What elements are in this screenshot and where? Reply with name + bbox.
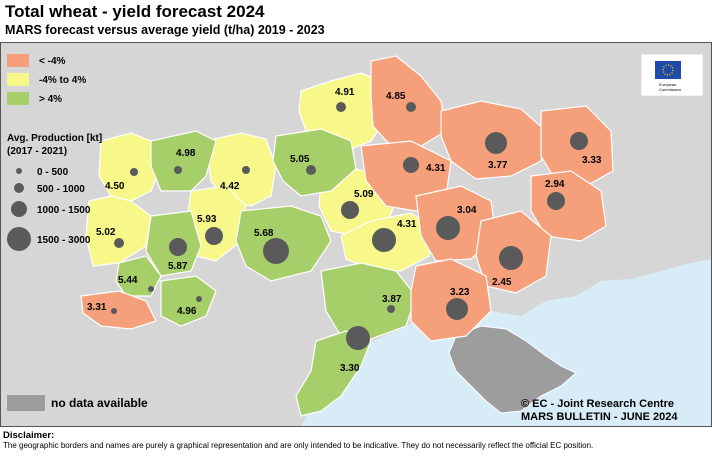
map-title: Total wheat - yield forecast 2024 [5, 2, 265, 21]
credit-line-1: © EC - Joint Research Centre [521, 398, 674, 410]
yield-label: 4.31 [397, 219, 417, 230]
crimea-region [448, 325, 577, 414]
yield-label: 3.23 [450, 287, 470, 298]
disclaimer-heading: Disclaimer: [3, 430, 55, 441]
map-subtitle: MARS forecast versus average yield (t/ha… [5, 23, 325, 37]
production-dot [148, 286, 154, 292]
production-dot [436, 216, 460, 240]
yield-label: 5.09 [354, 189, 374, 200]
legend-dot-label: 0 - 500 [37, 167, 69, 178]
yield-label: 3.30 [340, 363, 360, 374]
yield-label: 2.45 [492, 277, 512, 288]
production-dots [111, 102, 588, 350]
legend-dot-xlarge [7, 227, 31, 251]
ec-logo: European Commission [640, 53, 704, 97]
production-dot [242, 166, 250, 174]
yield-label: 3.04 [457, 205, 477, 216]
eu-flag-icon [655, 61, 681, 79]
legend-classes: < -4% -4% to 4% > 4% [7, 54, 86, 105]
region-chernihiv [370, 55, 447, 147]
eu-stars-icon [662, 64, 674, 76]
logo-text-line1: European [659, 82, 676, 87]
legend-swatch-low [7, 54, 29, 67]
yield-label: 4.98 [176, 148, 196, 159]
region-zakarpattia [85, 195, 152, 267]
yield-label: 4.50 [105, 181, 125, 192]
region-zakarpattia-south [80, 290, 157, 330]
production-dot [446, 298, 468, 320]
production-dot [547, 192, 565, 210]
production-dot [263, 238, 289, 264]
yield-label: 3.33 [582, 155, 602, 166]
region-mykolaiv [320, 262, 417, 340]
yield-labels: 4.91 4.85 4.98 4.50 4.42 5.05 4.31 3.77 … [87, 87, 602, 374]
legend-label-high: > 4% [39, 94, 62, 105]
production-dot [499, 246, 523, 270]
legend-dot-small [16, 168, 22, 174]
production-dot [406, 102, 416, 112]
yield-label: 4.42 [220, 181, 240, 192]
region-chernivtsi [115, 255, 162, 297]
legend-production: Avg. Production [kt] (2017 - 2021) 0 - 5… [7, 133, 102, 251]
yield-label: 4.85 [386, 91, 406, 102]
legend-dot-label: 1500 - 3000 [37, 235, 91, 246]
legend-label-mid: -4% to 4% [39, 75, 86, 86]
region-lviv [98, 132, 162, 202]
production-dot [205, 227, 223, 245]
legend-swatch-high [7, 92, 29, 105]
yield-label: 3.87 [382, 294, 402, 305]
legend-production-period: (2017 - 2021) [7, 146, 67, 157]
disclaimer-text: The geographic borders and names are pur… [3, 441, 594, 450]
map-panel: 4.91 4.85 4.98 4.50 4.42 5.05 4.31 3.77 … [0, 42, 712, 427]
production-dot [196, 296, 202, 302]
legend-swatch-mid [7, 73, 29, 86]
yield-label: 4.91 [335, 87, 355, 98]
production-dot [346, 326, 370, 350]
production-dot [336, 102, 346, 112]
production-dot [169, 238, 187, 256]
logo-text-line2: Commission [659, 87, 681, 92]
region-zhytomyr [272, 128, 357, 197]
legend-production-title: Avg. Production [kt] [7, 133, 102, 144]
legend-label-nodata: no data available [51, 396, 148, 410]
region-odesa-north [160, 275, 217, 327]
production-dot [485, 132, 507, 154]
yield-label: 5.02 [96, 227, 116, 238]
production-dot [130, 168, 138, 176]
yield-label: 2.94 [545, 179, 565, 190]
yield-label: 5.05 [290, 154, 310, 165]
yield-label: 3.31 [87, 302, 107, 313]
legend-dot-medium [14, 183, 24, 193]
production-dot [114, 238, 124, 248]
yield-label: 3.77 [488, 160, 508, 171]
legend-dot-label: 500 - 1000 [37, 184, 85, 195]
yield-label: 4.31 [426, 163, 446, 174]
yield-label: 4.96 [177, 306, 197, 317]
production-dot [174, 166, 182, 174]
production-dot [372, 228, 396, 252]
region-rivne [150, 130, 217, 192]
map-canvas: 4.91 4.85 4.98 4.50 4.42 5.05 4.31 3.77 … [1, 43, 711, 426]
legend-label-low: < -4% [39, 56, 66, 67]
production-dot [403, 157, 419, 173]
yield-label: 5.93 [197, 214, 217, 225]
production-dot [306, 165, 316, 175]
production-dot [341, 201, 359, 219]
production-dot [111, 308, 117, 314]
yield-label: 5.87 [168, 261, 188, 272]
legend-dot-label: 1000 - 1500 [37, 205, 91, 216]
yield-label: 5.44 [118, 275, 138, 286]
credit-line-2: MARS BULLETIN - JUNE 2024 [521, 411, 678, 423]
production-dot [570, 132, 588, 150]
yield-label: 5.68 [254, 228, 274, 239]
production-dot [387, 305, 395, 313]
region-luhansk [530, 170, 607, 242]
legend-swatch-nodata [7, 395, 45, 411]
legend-dot-large [11, 201, 27, 217]
